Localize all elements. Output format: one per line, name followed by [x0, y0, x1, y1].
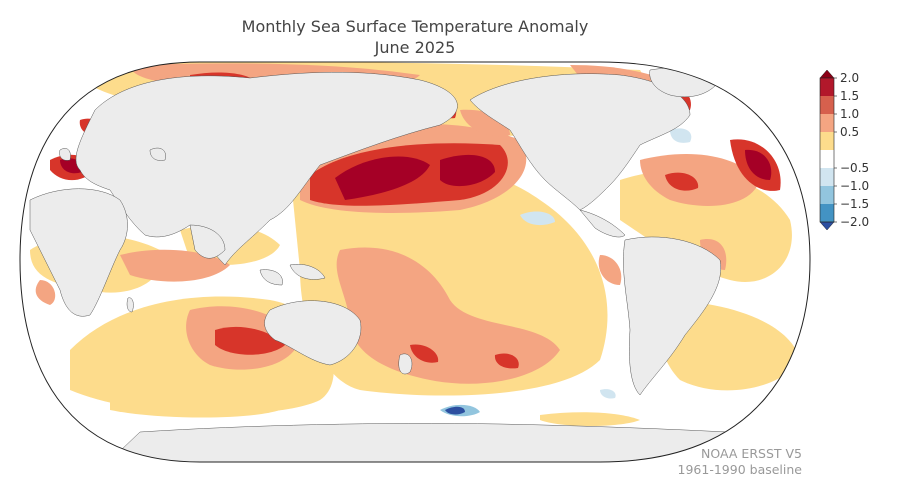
colorbar-swatch	[820, 204, 834, 222]
colorbar-labels: 2.0 1.5 1.0 0.5 −0.5 −1.0 −1.5 −2.0	[834, 71, 869, 229]
colorbar-tick-label: 1.0	[840, 107, 859, 121]
colorbar-swatch	[820, 78, 834, 96]
colorbar-tick-label: −2.0	[840, 215, 869, 229]
map-outline	[19, 61, 811, 463]
colorbar-swatch	[820, 168, 834, 186]
colorbar-frame	[819, 77, 835, 223]
colorbar-swatch	[820, 114, 834, 132]
colorbar-tick-label: 2.0	[840, 71, 859, 85]
colorbar-swatch	[820, 96, 834, 114]
colorbar-swatch	[820, 132, 834, 150]
colorbar-tick-label: 0.5	[840, 125, 859, 139]
negative-anomaly-regions	[440, 128, 692, 417]
map-subtitle: June 2025	[374, 38, 456, 57]
colorbar-tick-label: 1.5	[840, 89, 859, 103]
colorbar: 2.0 1.5 1.0 0.5 −0.5 −1.0 −1.5 −2.0	[819, 69, 869, 231]
colorbar-min-arrow	[819, 221, 835, 231]
colorbar-tick-label: −1.0	[840, 179, 869, 193]
colorbar-swatch	[820, 186, 834, 204]
colorbar-tick-label: −0.5	[840, 161, 869, 175]
map-title: Monthly Sea Surface Temperature Anomaly	[241, 17, 589, 36]
credit-baseline: 1961-1990 baseline	[677, 462, 802, 477]
land-masses	[29, 67, 801, 462]
credit-source: NOAA ERSST V5	[701, 446, 802, 461]
colorbar-swatches	[819, 69, 835, 231]
colorbar-tick-label: −1.5	[840, 197, 869, 211]
colorbar-max-arrow	[819, 69, 835, 79]
colorbar-swatch	[820, 150, 834, 168]
